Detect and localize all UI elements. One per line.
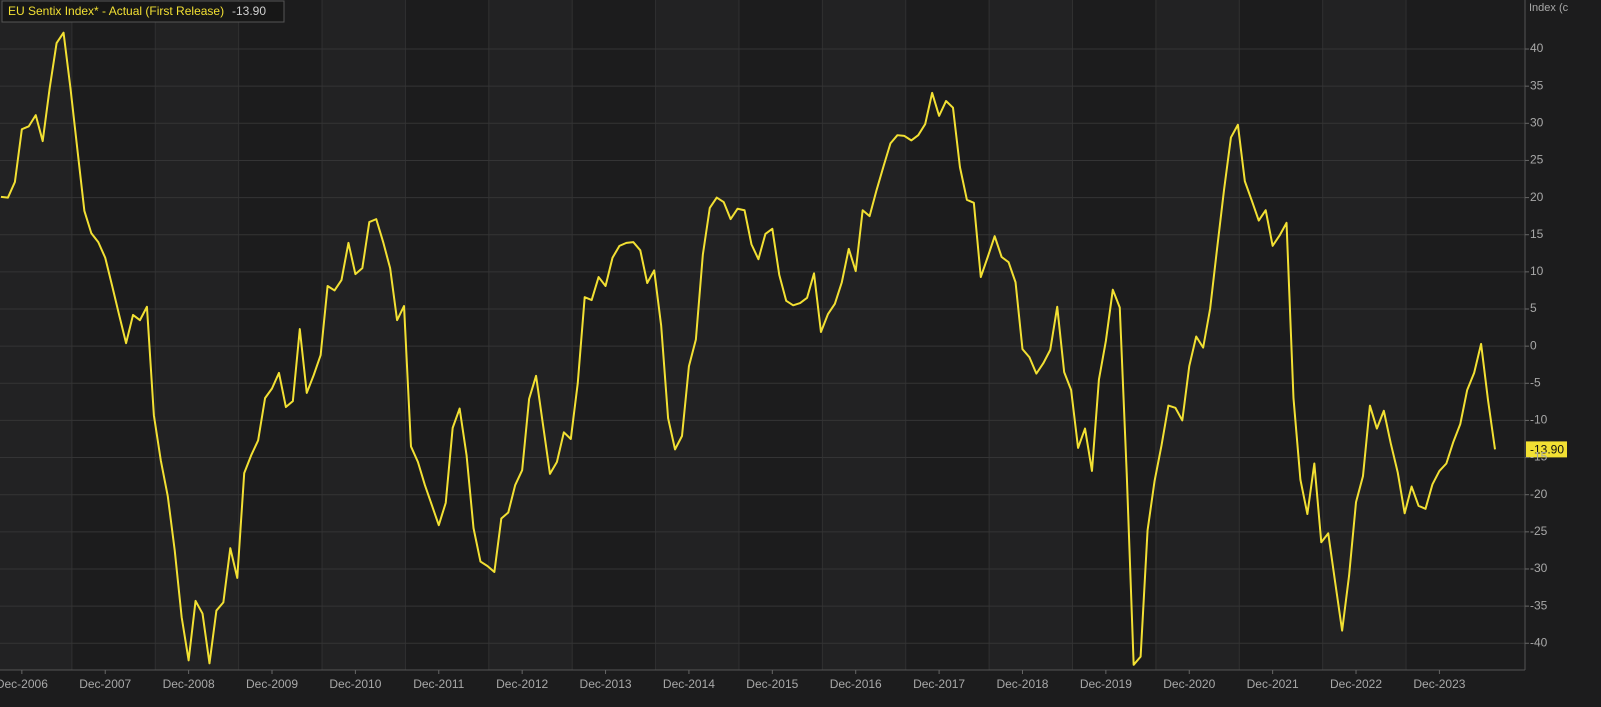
y-tick-label: 0	[1530, 338, 1537, 352]
x-tick-label: Dec-2016	[830, 677, 882, 691]
year-band	[155, 0, 239, 670]
y-tick-label: -5	[1530, 375, 1541, 389]
x-tick-label: Dec-2011	[413, 677, 464, 691]
x-tick-label: Dec-2019	[1080, 677, 1132, 691]
x-tick-label: Dec-2017	[913, 677, 965, 691]
x-tick-label: Dec-2010	[329, 677, 381, 691]
year-band	[822, 0, 906, 670]
y-tick-label: -25	[1530, 524, 1548, 538]
x-tick-label: Dec-2020	[1163, 677, 1215, 691]
y-tick-label: -40	[1530, 635, 1548, 649]
year-band	[1155, 0, 1240, 670]
year-band	[322, 0, 406, 670]
x-tick-label: Dec-2007	[79, 677, 131, 691]
last-value-tag	[1526, 441, 1567, 458]
x-tick-label: Dec-2023	[1413, 677, 1465, 691]
x-tick-label: Dec-2015	[746, 677, 798, 691]
series-line	[0, 31, 1496, 666]
y-axis-title: Index (c	[1529, 2, 1569, 14]
year-band	[1322, 0, 1407, 670]
y-tick-label: 35	[1530, 78, 1544, 92]
x-tick-label: Dec-2009	[246, 677, 298, 691]
year-band	[989, 0, 1073, 670]
legend-value: -13.90	[232, 4, 266, 18]
y-tick-label: -30	[1530, 561, 1548, 575]
year-band	[655, 0, 739, 670]
y-tick-label: 30	[1530, 115, 1544, 129]
year-band	[0, 0, 72, 670]
y-tick-label: 25	[1530, 153, 1544, 167]
x-tick-label: Dec-2014	[663, 677, 715, 691]
x-tick-label: Dec-2006	[0, 677, 48, 691]
y-tick-label: -10	[1530, 413, 1548, 427]
legend-label: EU Sentix Index* - Actual (First Release…	[8, 4, 224, 18]
x-tick-label: Dec-2008	[163, 677, 215, 691]
grid	[0, 48, 1525, 644]
y-tick-label: -20	[1530, 487, 1548, 501]
x-tick-label: Dec-2012	[496, 677, 548, 691]
y-tick-label: 10	[1530, 264, 1544, 278]
year-band	[488, 0, 573, 670]
x-tick-label: Dec-2018	[996, 677, 1048, 691]
y-tick-label: -35	[1530, 598, 1548, 612]
y-tick-label: 5	[1530, 301, 1537, 315]
x-tick-label: Dec-2021	[1247, 677, 1299, 691]
x-tick-label: Dec-2022	[1330, 677, 1382, 691]
last-value-label: -13.90	[1530, 443, 1564, 457]
plot	[0, 31, 1496, 666]
y-tick-label: -15	[1530, 450, 1548, 464]
plot-bands	[0, 0, 1407, 670]
x-tick-label: Dec-2013	[580, 677, 632, 691]
legend-box	[1, 0, 285, 23]
y-tick-label: 15	[1530, 227, 1544, 241]
y-tick-label: 20	[1530, 190, 1544, 204]
y-tick-label: 40	[1530, 41, 1544, 55]
